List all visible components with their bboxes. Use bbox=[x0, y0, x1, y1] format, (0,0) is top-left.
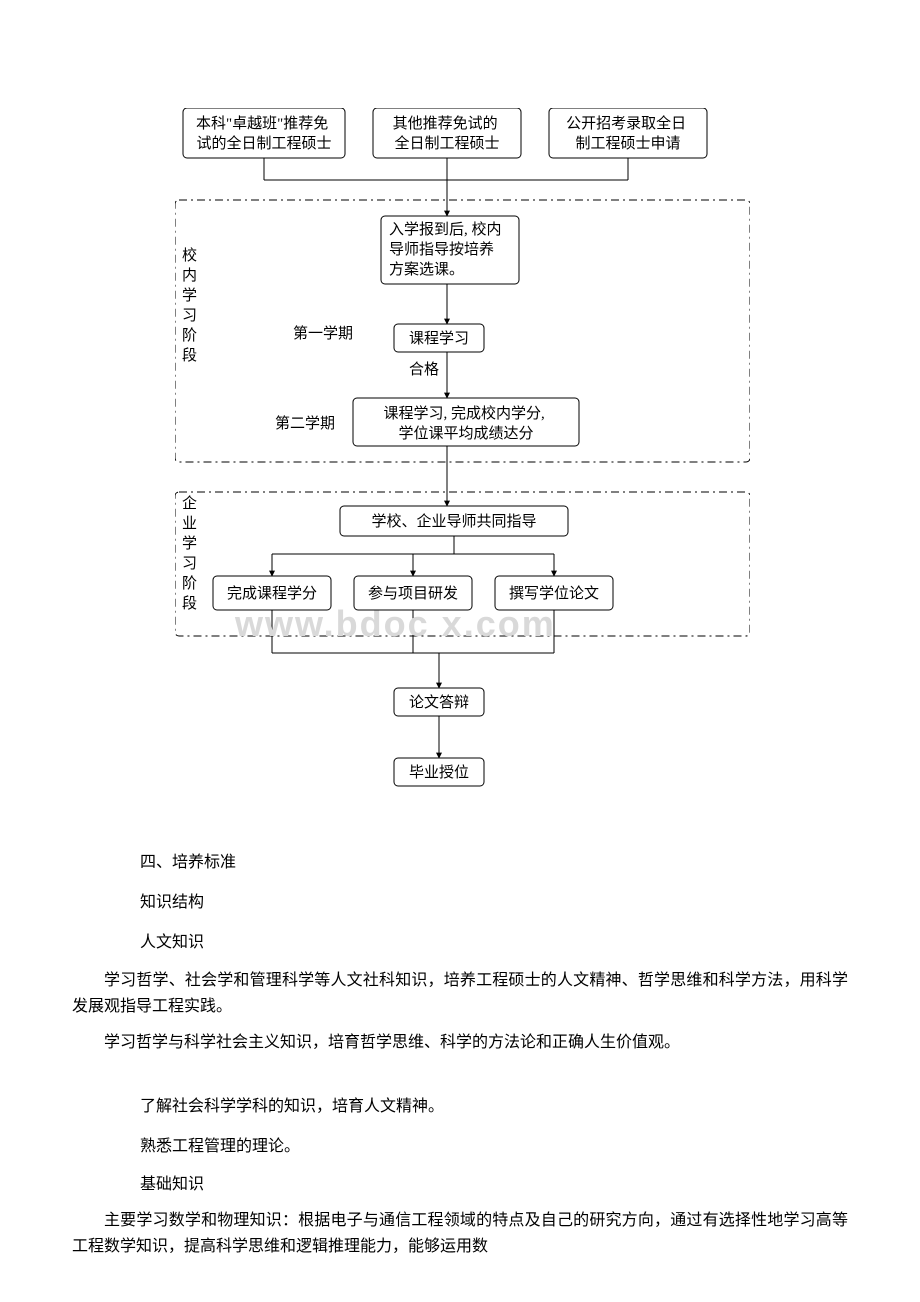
node-j: 撰写学位论文 bbox=[495, 576, 613, 610]
svg-text:参与项目研发: 参与项目研发 bbox=[368, 585, 458, 602]
edge-label-sem1: 第一学期 bbox=[293, 324, 353, 342]
node-l: 毕业授位 bbox=[394, 758, 484, 786]
sub-humanities: 人文知识 bbox=[140, 930, 204, 956]
node-a: 本科"卓越班"推荐免 试的全日制工程硕士 bbox=[183, 108, 345, 158]
node-b: 其他推荐免试的 全日制工程硕士 bbox=[373, 108, 521, 158]
node-h: 完成课程学分 bbox=[213, 576, 331, 610]
para-5: 主要学习数学和物理知识：根据电子与通信工程领域的特点及自己的研究方向，通过有选择… bbox=[72, 1208, 848, 1259]
svg-text:论文答辩: 论文答辩 bbox=[409, 694, 469, 711]
svg-text:完成课程学分: 完成课程学分 bbox=[227, 585, 317, 602]
edge-label-sem2: 第二学期 bbox=[275, 414, 335, 432]
node-g: 学校、企业导师共同指导 bbox=[340, 506, 568, 536]
para-2: 学习哲学与科学社会主义知识，培育哲学思维、科学的方法论和正确人生价值观。 bbox=[72, 1030, 848, 1056]
edge-label-pass: 合格 bbox=[409, 361, 439, 378]
node-c: 公开招考录取全日 制工程硕士申请 bbox=[549, 108, 707, 158]
node-e: 课程学习 bbox=[394, 324, 484, 352]
node-k: 论文答辩 bbox=[394, 688, 484, 716]
svg-text:毕业授位: 毕业授位 bbox=[409, 764, 469, 781]
node-d: 入学报到后, 校内 导师指导按培养 方案选课。 bbox=[381, 216, 519, 284]
flowchart: 校 内 学 习 阶 段 企 业 学 习 阶 段 www.bdoc x.com bbox=[175, 108, 750, 838]
node-f: 课程学习, 完成校内学分, 学位课平均成绩达分 bbox=[353, 398, 579, 446]
svg-text:课程学习: 课程学习 bbox=[409, 330, 469, 347]
sub-knowledge-structure: 知识结构 bbox=[140, 890, 204, 916]
node-i: 参与项目研发 bbox=[354, 576, 472, 610]
heading-four: 四、培养标准 bbox=[140, 850, 236, 876]
svg-text:学校、企业导师共同指导: 学校、企业导师共同指导 bbox=[371, 512, 536, 530]
para-4: 熟悉工程管理的理论。 bbox=[140, 1134, 300, 1160]
svg-text:撰写学位论文: 撰写学位论文 bbox=[509, 585, 599, 602]
para-3: 了解社会科学学科的知识，培育人文精神。 bbox=[140, 1094, 444, 1120]
sub-basic-knowledge: 基础知识 bbox=[140, 1172, 204, 1198]
para-1: 学习哲学、社会学和管理科学等人文社科知识，培养工程硕士的人文精神、哲学思维和科学… bbox=[72, 968, 848, 1019]
